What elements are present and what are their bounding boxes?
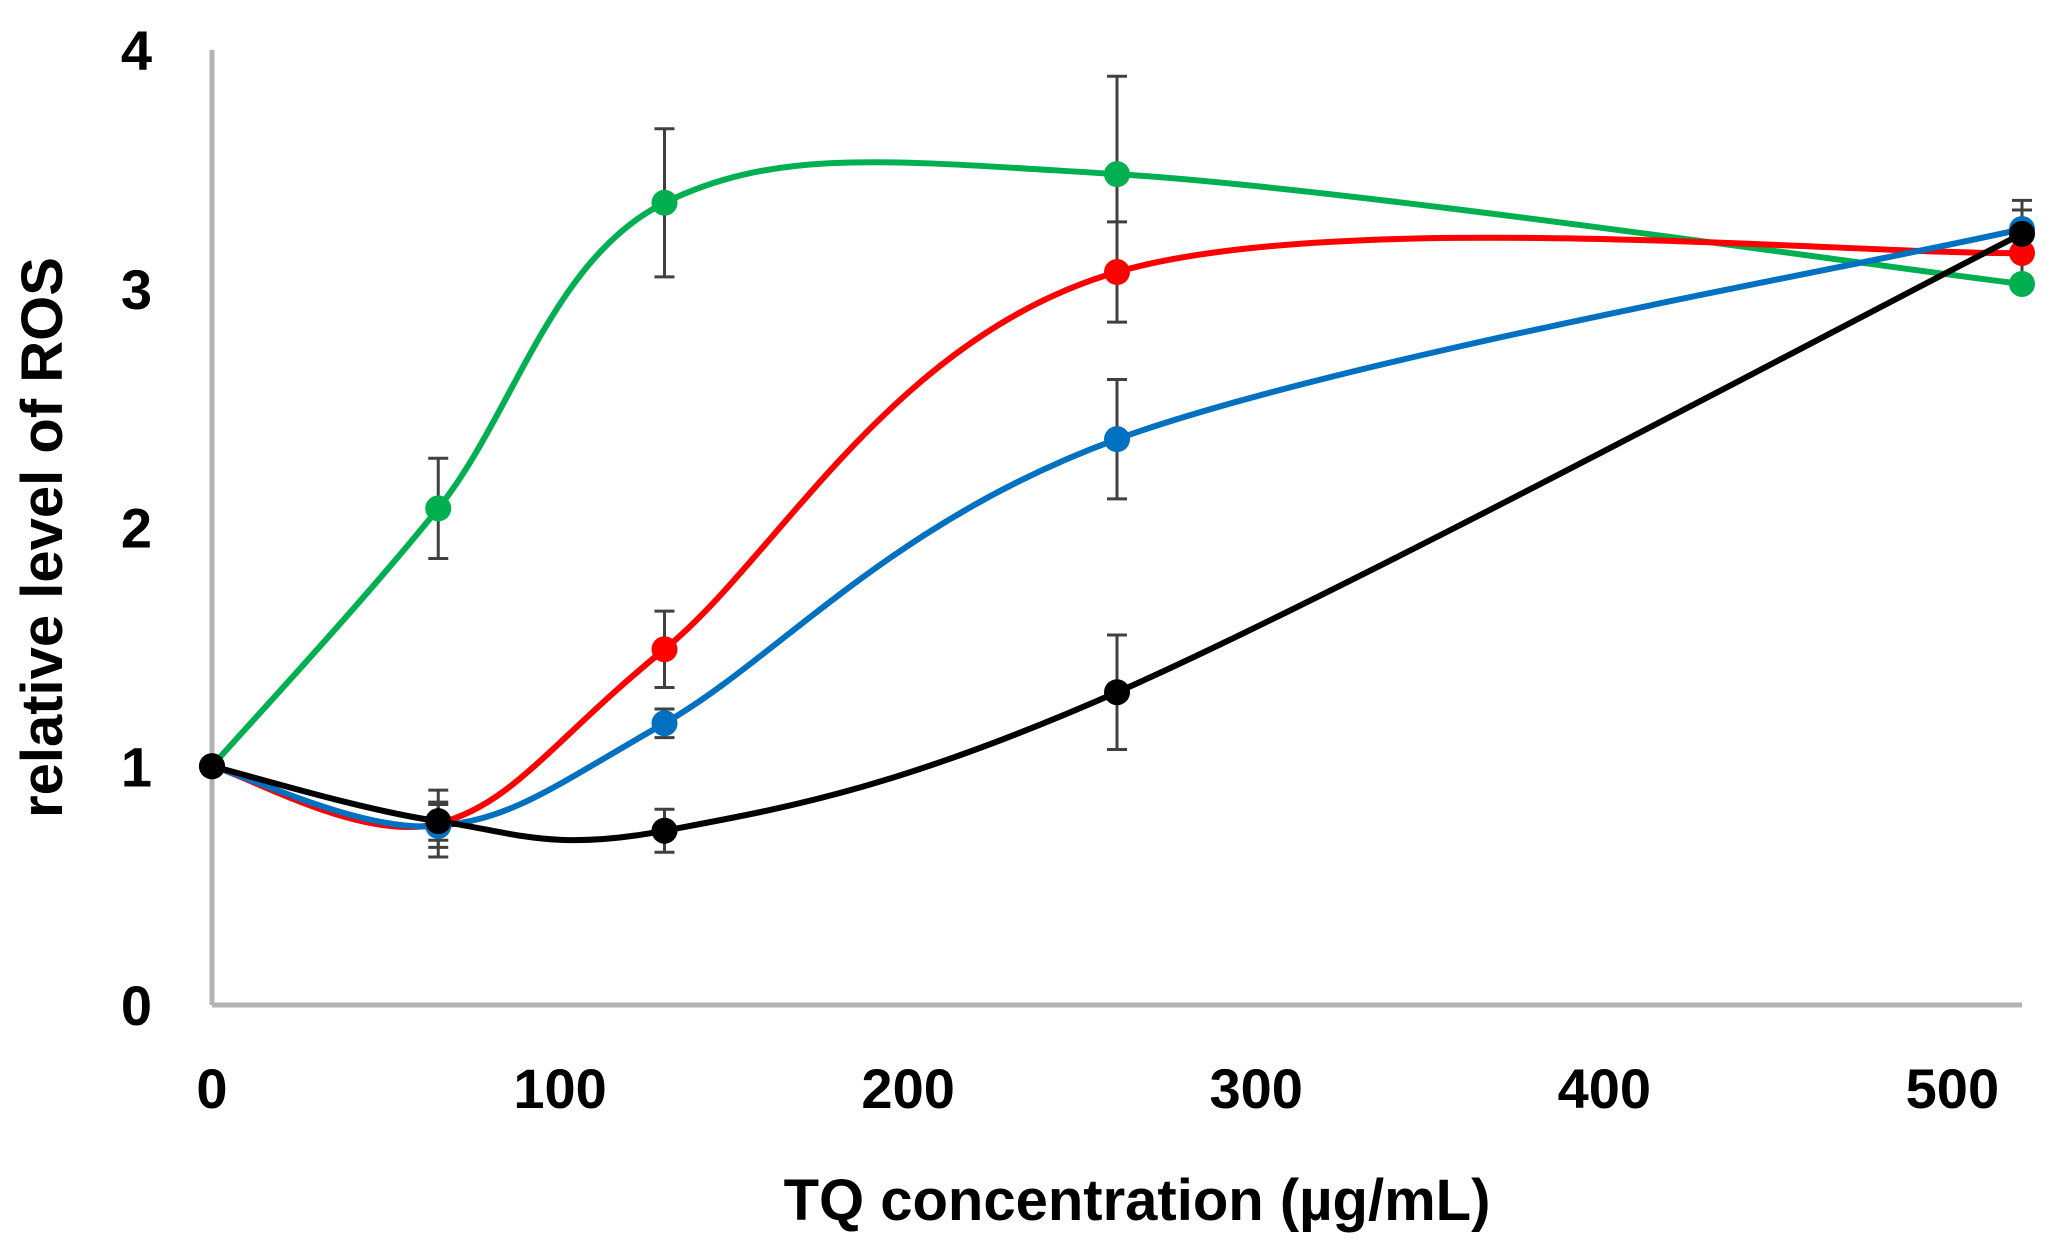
data-point-red bbox=[2009, 239, 2035, 266]
x-tick-label: 400 bbox=[1558, 1057, 1651, 1120]
y-tick-label: 0 bbox=[121, 974, 152, 1037]
data-point-black bbox=[1104, 679, 1130, 706]
series-line-black bbox=[209, 230, 2025, 844]
x-tick-label: 0 bbox=[196, 1057, 227, 1120]
data-point-red bbox=[1104, 259, 1130, 286]
data-point-black bbox=[425, 808, 452, 835]
x-tick-label: 200 bbox=[861, 1057, 954, 1120]
data-point-green bbox=[2009, 270, 2035, 297]
x-tick-label: 300 bbox=[1210, 1057, 1303, 1120]
y-tick-label: 1 bbox=[121, 735, 152, 798]
data-point-black bbox=[651, 817, 678, 844]
data-point-green bbox=[1104, 161, 1130, 188]
axes bbox=[209, 50, 2022, 1008]
x-tick-label: 100 bbox=[513, 1057, 606, 1120]
data-point-red bbox=[651, 636, 678, 663]
data-point-green bbox=[651, 189, 678, 216]
data-point-blue bbox=[1104, 426, 1130, 453]
data-points bbox=[199, 161, 2035, 844]
x-tick-label: 500 bbox=[1906, 1057, 1999, 1120]
data-point-blue bbox=[651, 710, 678, 737]
y-tick-label: 4 bbox=[121, 19, 152, 82]
x-tick-labels: 0 100 200 300 400 500 bbox=[196, 1057, 1999, 1120]
data-point-black bbox=[199, 753, 225, 780]
y-tick-labels: 0 1 2 3 4 bbox=[121, 19, 152, 1037]
series-line-blue bbox=[209, 226, 2025, 830]
y-tick-label: 3 bbox=[121, 258, 152, 321]
data-point-black bbox=[2009, 220, 2035, 247]
x-axis-title: TQ concentration (µg/mL) bbox=[784, 1168, 1491, 1233]
data-point-green bbox=[425, 495, 452, 522]
series-line-green bbox=[209, 159, 2025, 770]
y-axis-title: relative level of ROS bbox=[10, 257, 75, 818]
y-tick-label: 2 bbox=[121, 497, 152, 560]
